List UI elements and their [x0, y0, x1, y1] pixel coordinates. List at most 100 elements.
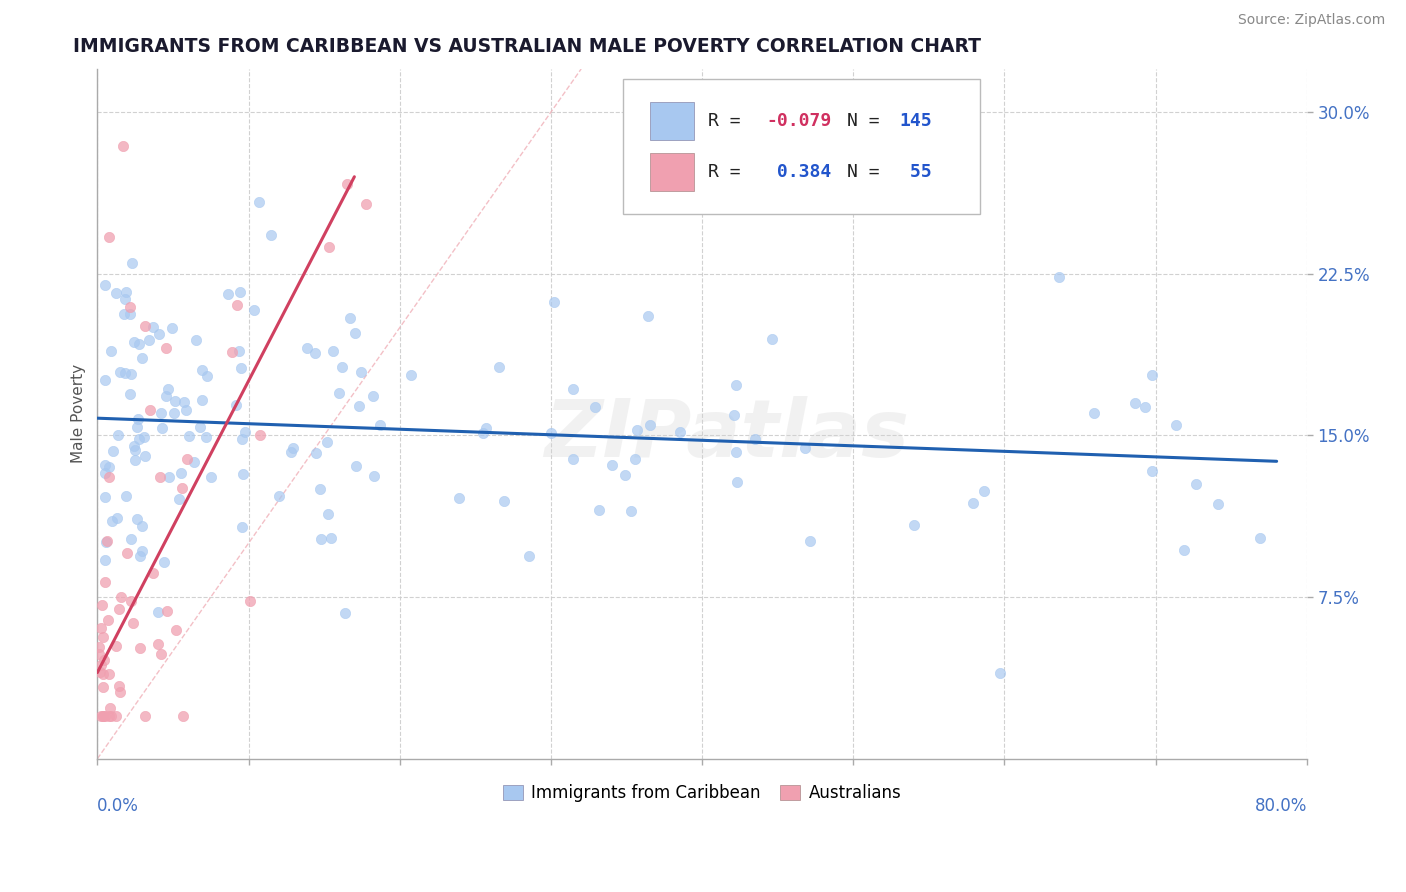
Point	[155, 341, 177, 355]
Point	[107, 428, 129, 442]
Point	[142, 320, 165, 334]
Point	[1133, 400, 1156, 414]
Point	[281, 441, 304, 455]
Point	[247, 194, 270, 209]
Point	[903, 517, 925, 532]
Y-axis label: Male Poverty: Male Poverty	[72, 364, 86, 464]
Point	[243, 303, 266, 318]
Point	[1206, 497, 1229, 511]
Point	[131, 351, 153, 365]
Point	[174, 403, 197, 417]
Point	[138, 333, 160, 347]
Point	[962, 496, 984, 510]
Point	[744, 432, 766, 446]
Point	[98, 230, 121, 244]
Point	[343, 326, 366, 340]
Point	[176, 451, 198, 466]
Point	[183, 455, 205, 469]
Point	[149, 647, 172, 661]
Point	[105, 510, 128, 524]
Point	[134, 708, 156, 723]
Point	[98, 459, 121, 474]
Point	[112, 307, 135, 321]
Text: 0.0%: 0.0%	[97, 797, 139, 814]
Point	[97, 708, 120, 723]
Point	[309, 483, 332, 497]
Point	[91, 680, 114, 694]
Point	[1185, 476, 1208, 491]
Point	[153, 555, 176, 569]
Point	[131, 544, 153, 558]
Point	[330, 359, 353, 374]
Point	[149, 406, 172, 420]
Point	[112, 139, 135, 153]
Point	[226, 298, 249, 312]
Point	[724, 445, 747, 459]
Text: ZIPatlas: ZIPatlas	[544, 395, 908, 474]
Point	[191, 392, 214, 407]
Point	[94, 373, 117, 387]
Point	[97, 667, 120, 681]
Point	[108, 602, 131, 616]
Point	[344, 458, 367, 473]
Point	[120, 367, 142, 381]
Point	[315, 435, 337, 450]
Point	[114, 367, 136, 381]
Point	[361, 389, 384, 403]
Text: -0.079: -0.079	[766, 112, 831, 129]
Point	[231, 432, 253, 446]
Point	[127, 419, 149, 434]
Point	[173, 394, 195, 409]
Point	[637, 309, 659, 323]
Point	[97, 614, 120, 628]
FancyBboxPatch shape	[623, 79, 980, 214]
Point	[134, 449, 156, 463]
Point	[170, 481, 193, 495]
Point	[368, 418, 391, 433]
Point	[333, 606, 356, 620]
Point	[336, 178, 359, 192]
Point	[128, 641, 150, 656]
Text: IMMIGRANTS FROM CARIBBEAN VS AUSTRALIAN MALE POVERTY CORRELATION CHART: IMMIGRANTS FROM CARIBBEAN VS AUSTRALIAN …	[73, 37, 981, 56]
Point	[170, 466, 193, 480]
Point	[94, 708, 117, 723]
Point	[1140, 464, 1163, 478]
Point	[354, 196, 377, 211]
Point	[101, 515, 124, 529]
Point	[793, 441, 815, 455]
Text: N =: N =	[848, 112, 891, 129]
Point	[96, 534, 118, 549]
Point	[347, 400, 370, 414]
Point	[94, 490, 117, 504]
Point	[475, 421, 498, 435]
Point	[543, 295, 565, 310]
Point	[118, 300, 141, 314]
Text: Source: ZipAtlas.com: Source: ZipAtlas.com	[1237, 13, 1385, 28]
Point	[280, 444, 302, 458]
Point	[129, 549, 152, 564]
Point	[583, 400, 606, 414]
Point	[160, 320, 183, 334]
Point	[200, 470, 222, 484]
Point	[1047, 270, 1070, 285]
Point	[121, 256, 143, 270]
Point	[156, 383, 179, 397]
Point	[1249, 531, 1271, 545]
Point	[120, 533, 142, 547]
Point	[97, 470, 120, 484]
Point	[316, 507, 339, 521]
Point	[229, 361, 252, 376]
Point	[799, 534, 821, 549]
Point	[150, 421, 173, 435]
Point	[128, 336, 150, 351]
Point	[127, 412, 149, 426]
Point	[87, 640, 110, 655]
Point	[233, 425, 256, 439]
Point	[122, 334, 145, 349]
Point	[100, 344, 122, 359]
Point	[318, 240, 340, 254]
Point	[562, 383, 585, 397]
Point	[184, 334, 207, 348]
Text: 80.0%: 80.0%	[1254, 797, 1306, 814]
Point	[195, 429, 218, 443]
